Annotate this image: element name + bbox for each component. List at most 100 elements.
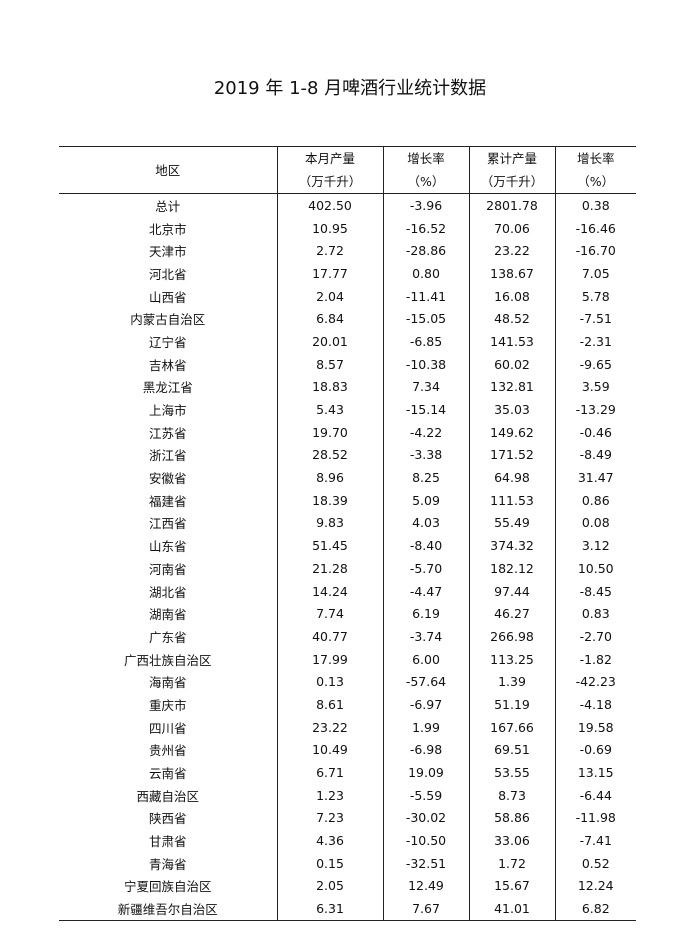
column-header-label: 地区 — [155, 162, 181, 178]
cell-cumulative-growth: -6.44 — [554, 783, 636, 807]
cell-cumulative-growth: 3.59 — [554, 375, 636, 399]
table-row: 海南省 0.13 -57.64 1.39 -42.23 — [59, 670, 636, 694]
cell-monthly-output: 28.52 — [276, 443, 383, 467]
cell-monthly-output: 18.39 — [276, 488, 383, 512]
cell-cumulative-growth: -42.23 — [554, 670, 636, 694]
table-row: 宁夏回族自治区 2.05 12.49 15.67 12.24 — [59, 874, 636, 898]
cell-monthly-growth: -11.41 — [382, 284, 469, 308]
cell-cumulative-growth: 12.24 — [554, 874, 636, 898]
cell-monthly-output: 10.49 — [276, 738, 383, 762]
cell-monthly-growth: -8.40 — [382, 534, 469, 557]
cell-monthly-output: 0.15 — [276, 851, 383, 875]
table-row: 青海省 0.15 -32.51 1.72 0.52 — [59, 851, 636, 875]
cell-monthly-output: 9.83 — [276, 511, 383, 535]
cell-region: 黑龙江省 — [142, 380, 193, 396]
cell-monthly-growth: -30.02 — [382, 806, 469, 830]
cell-monthly-output: 7.23 — [276, 806, 383, 830]
cell-region: 甘肃省 — [148, 834, 187, 850]
cell-monthly-output: 18.83 — [276, 375, 383, 399]
table-row: 浙江省 28.52 -3.38 171.52 -8.49 — [59, 443, 636, 467]
table-row: 陕西省 7.23 -30.02 58.86 -11.98 — [59, 806, 636, 830]
cell-region: 宁夏回族自治区 — [123, 879, 212, 895]
cell-region: 广西壮族自治区 — [123, 652, 212, 668]
cell-region: 山西省 — [148, 289, 187, 305]
cell-monthly-growth: -5.70 — [382, 557, 469, 580]
table-row: 江苏省 19.70 -4.22 149.62 -0.46 — [59, 420, 636, 444]
cell-region: 河南省 — [148, 561, 187, 577]
cell-monthly-growth: -4.47 — [382, 579, 469, 603]
cell-monthly-growth: -4.22 — [382, 420, 469, 444]
table-row: 北京市 10.95 -16.52 70.06 -16.46 — [59, 216, 636, 240]
cell-monthly-output: 8.57 — [276, 352, 383, 376]
cell-monthly-growth: 4.03 — [382, 511, 469, 535]
cell-cumulative-output: 171.52 — [468, 443, 555, 467]
cell-cumulative-output: 46.27 — [468, 602, 555, 626]
cell-region: 新疆维吾尔自治区 — [117, 902, 218, 918]
cell-cumulative-output: 266.98 — [468, 625, 555, 648]
cell-cumulative-growth: -11.98 — [554, 806, 636, 830]
cell-monthly-output: 40.77 — [276, 625, 383, 648]
cell-cumulative-growth: 0.08 — [554, 511, 636, 535]
cell-cumulative-growth: -7.41 — [554, 829, 636, 852]
cell-cumulative-growth: -8.49 — [554, 443, 636, 467]
cell-region: 福建省 — [148, 493, 187, 509]
cell-region: 吉林省 — [148, 357, 187, 373]
cell-cumulative-output: 70.06 — [468, 216, 555, 240]
cell-region: 广东省 — [148, 629, 187, 645]
table-row: 黑龙江省 18.83 7.34 132.81 3.59 — [59, 375, 636, 399]
cell-monthly-growth: 7.34 — [382, 375, 469, 399]
cell-monthly-output: 2.04 — [276, 284, 383, 308]
cell-monthly-growth: 8.25 — [382, 466, 469, 489]
cell-cumulative-output: 182.12 — [468, 557, 555, 580]
cell-region: 海南省 — [148, 675, 187, 691]
cell-monthly-growth: 1.99 — [382, 715, 469, 739]
cell-cumulative-output: 167.66 — [468, 715, 555, 739]
cell-region: 河北省 — [148, 266, 187, 282]
cell-region: 陕西省 — [148, 811, 187, 827]
cell-monthly-growth: -16.52 — [382, 216, 469, 240]
cell-monthly-output: 6.31 — [276, 897, 383, 921]
cell-cumulative-output: 111.53 — [468, 488, 555, 512]
cell-monthly-growth: -5.59 — [382, 783, 469, 807]
table-row: 云南省 6.71 19.09 53.55 13.15 — [59, 761, 636, 784]
cell-monthly-output: 10.95 — [276, 216, 383, 240]
cell-region: 重庆市 — [148, 697, 187, 713]
cell-cumulative-growth: 3.12 — [554, 534, 636, 557]
cell-monthly-growth: -3.96 — [382, 193, 469, 217]
cell-monthly-output: 7.74 — [276, 602, 383, 626]
cell-region: 上海市 — [148, 403, 187, 419]
cell-cumulative-growth: 0.83 — [554, 602, 636, 626]
cell-cumulative-growth: 7.05 — [554, 262, 636, 285]
cell-cumulative-growth: -7.51 — [554, 307, 636, 331]
cell-cumulative-growth: -9.65 — [554, 352, 636, 376]
table-row: 湖北省 14.24 -4.47 97.44 -8.45 — [59, 579, 636, 603]
cell-cumulative-growth: 13.15 — [554, 761, 636, 784]
cell-monthly-growth: -10.50 — [382, 829, 469, 852]
cell-region: 安徽省 — [148, 471, 187, 487]
cell-monthly-output: 6.84 — [276, 307, 383, 331]
cell-monthly-output: 2.72 — [276, 239, 383, 263]
cell-cumulative-growth: -16.70 — [554, 239, 636, 263]
cell-region: 江苏省 — [148, 425, 187, 441]
cell-monthly-output: 51.45 — [276, 534, 383, 557]
cell-cumulative-output: 58.86 — [468, 806, 555, 830]
cell-monthly-growth: -10.38 — [382, 352, 469, 376]
cell-monthly-growth: -15.14 — [382, 398, 469, 421]
table-row: 四川省 23.22 1.99 167.66 19.58 — [59, 715, 636, 739]
table-body: 总计 402.50 -3.96 2801.78 0.38 北京市 10.95 -16.52 70… — [59, 193, 636, 921]
column-header-cumulative-output: 累计产量 （万千升） — [468, 146, 555, 194]
table-row: 辽宁省 20.01 -6.85 141.53 -2.31 — [59, 330, 636, 353]
column-header-unit: （%） — [407, 174, 445, 189]
column-header-unit: （万千升） — [480, 174, 544, 189]
cell-region: 贵州省 — [148, 743, 187, 759]
cell-cumulative-output: 51.19 — [468, 693, 555, 716]
cell-region: 总计 — [155, 198, 181, 214]
table-row: 新疆维吾尔自治区 6.31 7.67 41.01 6.82 — [59, 897, 636, 921]
cell-monthly-growth: 6.00 — [382, 647, 469, 671]
cell-monthly-output: 17.77 — [276, 262, 383, 285]
cell-monthly-growth: -32.51 — [382, 851, 469, 875]
cell-cumulative-output: 149.62 — [468, 420, 555, 444]
cell-monthly-output: 19.70 — [276, 420, 383, 444]
cell-region: 浙江省 — [148, 448, 187, 464]
cell-monthly-growth: 7.67 — [382, 897, 469, 921]
